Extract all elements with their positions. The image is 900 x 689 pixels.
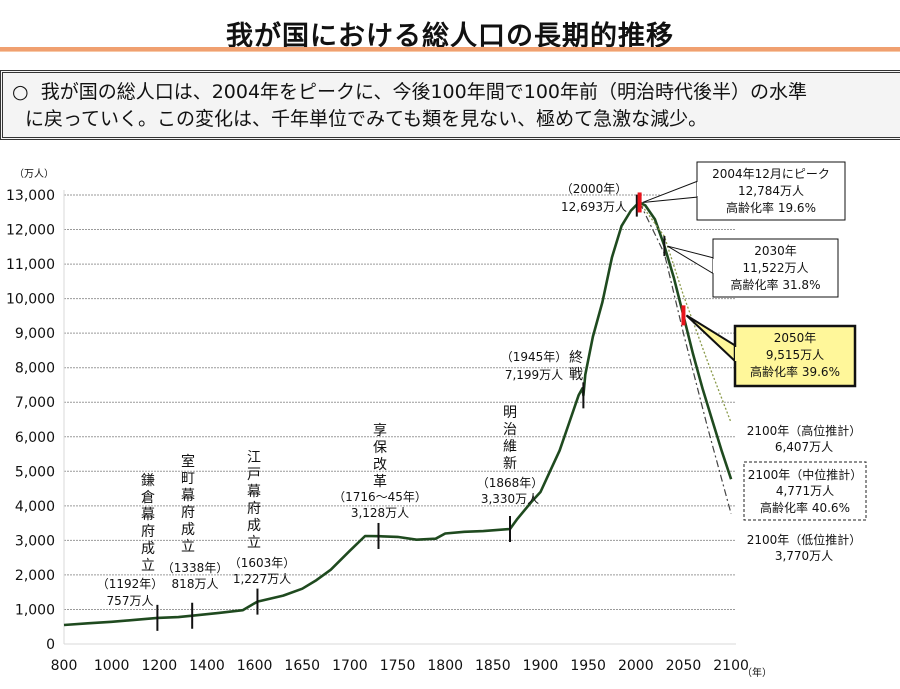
callout-line1: 2050年 bbox=[774, 331, 817, 345]
title-underline bbox=[0, 47, 900, 52]
y-tick-label: 9,000 bbox=[15, 326, 55, 342]
callout-line2: 9,515万人 bbox=[766, 348, 824, 362]
grid-lines bbox=[64, 194, 736, 645]
callout-line1: 2004年12月にピーク bbox=[712, 167, 830, 181]
summary-line-2: に戻っていく。この変化は、千年単位でみても類を見ない、極めて急激な減少。 bbox=[25, 108, 708, 130]
y-tick-label: 5,000 bbox=[15, 464, 55, 480]
event-label: 終戦 bbox=[569, 350, 583, 383]
y-tick-label: 8,000 bbox=[15, 361, 55, 377]
y-axis-unit: （万人） bbox=[14, 168, 54, 180]
x-tick-label: 1400 bbox=[189, 658, 225, 674]
event-value: 7,199万人 bbox=[505, 368, 563, 382]
callout-marker bbox=[681, 305, 686, 326]
y-tick-label: 13,000 bbox=[6, 188, 55, 204]
projection-low-line2: 3,770万人 bbox=[775, 549, 833, 563]
callout-line2: 11,522万人 bbox=[743, 261, 809, 275]
y-tick-label: 1,000 bbox=[15, 602, 55, 618]
projection-mid-line1: 2100年（中位推計） bbox=[748, 467, 863, 482]
event-year: （1945年） bbox=[501, 350, 568, 364]
projection-high-line2: 6,407万人 bbox=[775, 440, 833, 454]
summary-box: ○ 我が国の総人口は、2004年をピークに、今後100年間で100年前（明治時代… bbox=[0, 70, 900, 140]
x-tick-label: 1700 bbox=[332, 658, 368, 674]
callout-box bbox=[712, 238, 839, 298]
y-axis: 0 1,000 2,000 3,000 4,000 5,000 6,000 7,000 8,00… bbox=[6, 188, 65, 653]
callout-box bbox=[696, 161, 846, 221]
event-year: （1868年） bbox=[477, 476, 544, 490]
callout-box bbox=[733, 324, 857, 388]
x-tick-label: 2000 bbox=[618, 658, 654, 674]
event-value: 1,227万人 bbox=[233, 572, 291, 586]
event-year: （1603年） bbox=[229, 556, 296, 570]
y-tick-label: 11,000 bbox=[6, 257, 55, 273]
x-axis-unit: （年） bbox=[742, 666, 772, 679]
event-value: 757万人 bbox=[107, 594, 154, 608]
x-tick-label: 1800 bbox=[427, 658, 463, 674]
x-tick-label: 1900 bbox=[523, 658, 559, 674]
x-tick-label: 1850 bbox=[475, 658, 511, 674]
event-label: 江戸幕府成立 bbox=[247, 450, 261, 551]
event-value: 3,330万人 bbox=[481, 492, 539, 506]
page-title: 我が国における総人口の長期的推移 bbox=[226, 21, 674, 52]
bullet-icon: ○ bbox=[12, 81, 29, 103]
projection-mid-line3: 高齢化率 40.6% bbox=[760, 500, 850, 515]
event-year: （2000年） bbox=[561, 182, 628, 196]
y-tick-label: 2,000 bbox=[15, 568, 55, 584]
series-line-2 bbox=[639, 202, 732, 514]
series-lines bbox=[63, 201, 733, 627]
x-tick-label: 1950 bbox=[570, 658, 606, 674]
series-line-1 bbox=[639, 202, 732, 423]
summary-text-1: 我が国の総人口は、2004年をピークに、今後100年間で100年前（明治時代後半… bbox=[40, 81, 808, 103]
event-annotations: 鎌倉幕府成立 （1192年） 757万人 室町幕府成立 （1338年） 818万人 江戸幕府… bbox=[97, 182, 638, 631]
callout-line3: 高齢化率 31.8% bbox=[731, 277, 821, 292]
x-tick-label: 1750 bbox=[380, 658, 416, 674]
event-label: 享保改革 bbox=[373, 422, 387, 490]
event-year: （1192年） bbox=[97, 577, 164, 591]
x-tick-label: 1650 bbox=[284, 658, 320, 674]
callout-line2: 12,784万人 bbox=[738, 184, 804, 198]
summary-line-1: ○ 我が国の総人口は、2004年をピークに、今後100年間で100年前（明治時代… bbox=[12, 79, 807, 106]
callout-line1: 2030年 bbox=[754, 244, 797, 258]
event-label: 室町幕府成立 bbox=[181, 453, 195, 555]
callout-pointer bbox=[667, 245, 715, 275]
y-tick-label: 6,000 bbox=[15, 430, 55, 446]
y-tick-label: 12,000 bbox=[6, 223, 55, 239]
event-value: 12,693万人 bbox=[561, 200, 627, 214]
y-tick-label: 0 bbox=[46, 637, 55, 653]
callout-line3: 高齢化率 39.6% bbox=[750, 364, 840, 379]
callout-line3: 高齢化率 19.6% bbox=[726, 200, 816, 215]
event-year: （1338年） bbox=[162, 561, 229, 575]
event-value: 818万人 bbox=[172, 577, 219, 591]
event-value: 3,128万人 bbox=[351, 506, 409, 520]
projection-high-line1: 2100年（高位推計） bbox=[747, 423, 862, 438]
y-tick-label: 10,000 bbox=[6, 292, 55, 308]
x-tick-label: 800 bbox=[51, 658, 78, 674]
projection-mid-box bbox=[743, 461, 867, 521]
projection-mid-line2: 4,771万人 bbox=[776, 484, 834, 498]
x-tick-label: 1000 bbox=[94, 658, 130, 674]
event-label: 鎌倉幕府成立 bbox=[141, 473, 155, 574]
event-label: 明治維新 bbox=[503, 405, 517, 472]
callout-marker bbox=[637, 192, 642, 213]
series-line-0 bbox=[63, 201, 733, 627]
callout-pointer bbox=[642, 180, 699, 203]
y-tick-label: 4,000 bbox=[15, 499, 55, 515]
x-tick-label: 2050 bbox=[666, 658, 702, 674]
x-tick-label: 1200 bbox=[141, 658, 177, 674]
y-tick-label: 3,000 bbox=[15, 533, 55, 549]
y-tick-label: 7,000 bbox=[15, 395, 55, 411]
x-axis: 800 1000 1200 1400 1600 1650 1700 1750 1800 1850 1… bbox=[51, 658, 749, 674]
projection-low-line1: 2100年（低位推計） bbox=[747, 532, 862, 547]
x-tick-label: 1600 bbox=[237, 658, 273, 674]
projection-labels: 2100年（高位推計） 6,407万人 2100年（中位推計） 4,771万人高齢化率… bbox=[743, 423, 867, 563]
x-tick-label: 2100 bbox=[713, 658, 749, 674]
event-year: （1716～45年） bbox=[333, 490, 427, 504]
